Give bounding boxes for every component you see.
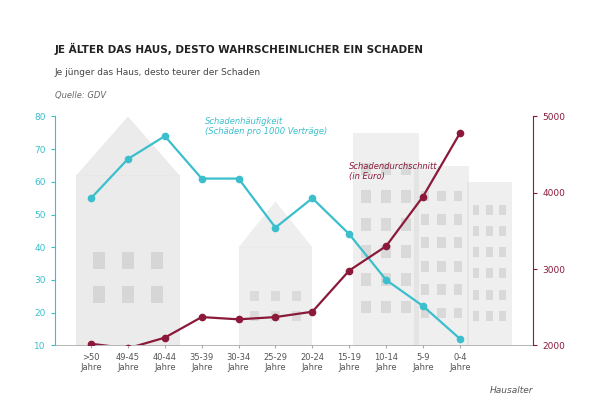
FancyBboxPatch shape [454,238,462,248]
FancyBboxPatch shape [438,214,445,225]
FancyBboxPatch shape [438,307,445,318]
FancyBboxPatch shape [401,218,411,230]
FancyBboxPatch shape [486,205,493,215]
FancyBboxPatch shape [76,175,179,345]
FancyBboxPatch shape [499,268,506,278]
FancyBboxPatch shape [454,191,462,201]
FancyBboxPatch shape [438,284,445,295]
FancyBboxPatch shape [361,218,371,230]
FancyBboxPatch shape [361,163,371,175]
FancyBboxPatch shape [151,286,163,303]
FancyBboxPatch shape [122,286,134,303]
FancyBboxPatch shape [361,301,371,313]
Text: Schadendurchschnitt
(in Euro): Schadendurchschnitt (in Euro) [349,162,438,181]
FancyBboxPatch shape [151,252,163,269]
FancyBboxPatch shape [122,252,134,269]
Text: Hausalter: Hausalter [490,386,533,396]
FancyBboxPatch shape [473,290,479,300]
Text: Quelle: GDV: Quelle: GDV [55,92,105,100]
FancyBboxPatch shape [486,226,493,236]
FancyBboxPatch shape [239,247,312,345]
FancyBboxPatch shape [467,182,511,345]
FancyBboxPatch shape [381,301,391,313]
FancyBboxPatch shape [486,268,493,278]
FancyBboxPatch shape [361,245,371,258]
Text: JE ÄLTER DAS HAUS, DESTO WAHRSCHEINLICHER EIN SCHADEN: JE ÄLTER DAS HAUS, DESTO WAHRSCHEINLICHE… [55,43,424,55]
Polygon shape [239,201,312,247]
FancyBboxPatch shape [250,311,259,321]
FancyBboxPatch shape [486,311,493,321]
FancyBboxPatch shape [438,191,445,201]
FancyBboxPatch shape [473,247,479,257]
FancyBboxPatch shape [271,291,280,301]
FancyBboxPatch shape [421,307,429,318]
FancyBboxPatch shape [381,245,391,258]
FancyBboxPatch shape [454,214,462,225]
FancyBboxPatch shape [499,226,506,236]
FancyBboxPatch shape [473,226,479,236]
FancyBboxPatch shape [381,190,391,203]
FancyBboxPatch shape [421,238,429,248]
FancyBboxPatch shape [499,247,506,257]
FancyBboxPatch shape [454,307,462,318]
FancyBboxPatch shape [401,245,411,258]
FancyBboxPatch shape [401,163,411,175]
FancyBboxPatch shape [361,273,371,286]
Text: Je jünger das Haus, desto teurer der Schaden: Je jünger das Haus, desto teurer der Sch… [55,68,261,77]
FancyBboxPatch shape [486,247,493,257]
FancyBboxPatch shape [421,261,429,272]
FancyBboxPatch shape [473,311,479,321]
Text: Schadenhäufigkeit
(Schäden pro 1000 Verträge): Schadenhäufigkeit (Schäden pro 1000 Vert… [205,117,328,136]
FancyBboxPatch shape [499,205,506,215]
FancyBboxPatch shape [414,166,469,345]
FancyBboxPatch shape [93,252,105,269]
Polygon shape [76,116,179,175]
FancyBboxPatch shape [271,311,280,321]
FancyBboxPatch shape [486,290,493,300]
FancyBboxPatch shape [291,291,301,301]
FancyBboxPatch shape [454,284,462,295]
FancyBboxPatch shape [250,291,259,301]
FancyBboxPatch shape [473,205,479,215]
FancyBboxPatch shape [381,163,391,175]
FancyBboxPatch shape [381,218,391,230]
FancyBboxPatch shape [421,214,429,225]
FancyBboxPatch shape [438,261,445,272]
FancyBboxPatch shape [473,268,479,278]
FancyBboxPatch shape [499,311,506,321]
FancyBboxPatch shape [421,284,429,295]
FancyBboxPatch shape [93,286,105,303]
FancyBboxPatch shape [361,190,371,203]
FancyBboxPatch shape [381,273,391,286]
FancyBboxPatch shape [499,290,506,300]
FancyBboxPatch shape [401,273,411,286]
FancyBboxPatch shape [353,133,419,345]
FancyBboxPatch shape [291,311,301,321]
FancyBboxPatch shape [401,301,411,313]
FancyBboxPatch shape [421,191,429,201]
FancyBboxPatch shape [401,190,411,203]
FancyBboxPatch shape [438,238,445,248]
FancyBboxPatch shape [454,261,462,272]
